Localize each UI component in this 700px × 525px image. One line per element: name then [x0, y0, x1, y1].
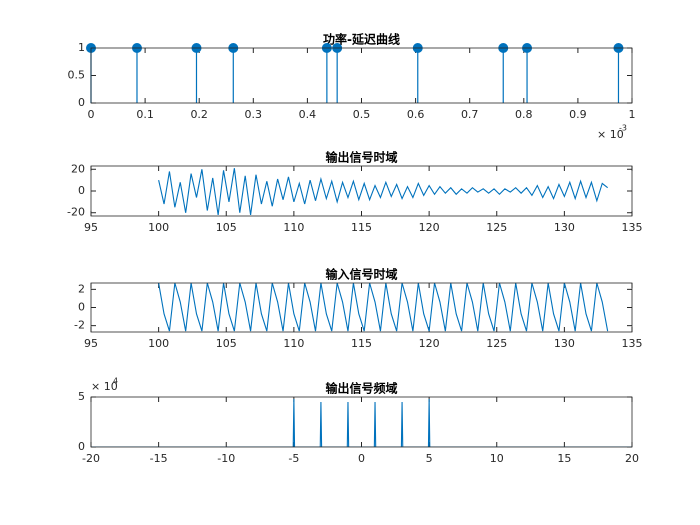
- x-tick-label: 1: [629, 108, 636, 121]
- axes-box: [90, 47, 633, 104]
- axes-box: [90, 165, 633, 217]
- x-tick-label: 0.6: [407, 108, 425, 121]
- x-tick-label: -10: [217, 452, 235, 465]
- x-tick-label: 0.2: [190, 108, 208, 121]
- x-tick-label: 135: [622, 337, 643, 350]
- x-tick-label: 20: [625, 452, 639, 465]
- y-tick-label: 0: [78, 440, 85, 453]
- x-tick-label: 105: [216, 337, 237, 350]
- x-tick-label: 105: [216, 221, 237, 234]
- x-tick-label: 0.4: [299, 108, 317, 121]
- signal-line: [158, 282, 609, 332]
- x-tick-label: -5: [288, 452, 299, 465]
- axes-box: [90, 282, 633, 333]
- x-tick-label: 130: [554, 221, 575, 234]
- x-tick-label: 10: [490, 452, 504, 465]
- chart-title: 功率-延迟曲线: [323, 32, 400, 47]
- x-tick-label: 0.3: [245, 108, 263, 121]
- plot-area: [158, 282, 609, 332]
- chart-title: 输入信号时域: [325, 267, 397, 282]
- x-tick-label: -15: [150, 452, 168, 465]
- y-tick-label: 2: [78, 282, 85, 295]
- axes-box: [90, 396, 633, 448]
- y-tick-label: 5: [78, 390, 85, 403]
- signal-line: [158, 168, 608, 215]
- x-multiplier-exponent: -3: [619, 124, 627, 133]
- x-tick-label: 130: [554, 337, 575, 350]
- x-tick-label: 100: [148, 337, 169, 350]
- y-tick-label: 0: [78, 301, 85, 314]
- y-tick-label: 1: [78, 41, 85, 54]
- x-tick-label: 95: [84, 221, 98, 234]
- x-tick-label: 120: [419, 221, 440, 234]
- y-tick-label: 0: [78, 96, 85, 109]
- plot-area: [158, 168, 608, 215]
- chart-title: 输出信号频域: [325, 381, 397, 396]
- x-tick-label: 0.5: [353, 108, 371, 121]
- x-tick-label: 95: [84, 337, 98, 350]
- x-tick-label: 0: [358, 452, 365, 465]
- x-tick-label: 125: [486, 221, 507, 234]
- x-tick-label: 110: [283, 337, 304, 350]
- x-tick-label: 115: [351, 337, 372, 350]
- x-tick-label: 0.8: [515, 108, 533, 121]
- y-tick-label: 0.5: [68, 69, 86, 82]
- y-multiplier: × 10: [91, 380, 118, 393]
- x-multiplier: × 10: [597, 128, 624, 141]
- x-tick-label: 125: [486, 337, 507, 350]
- x-tick-label: 0.1: [136, 108, 154, 121]
- y-tick-label: -20: [67, 206, 85, 219]
- x-tick-label: 15: [557, 452, 571, 465]
- y-multiplier-exponent: 4: [113, 377, 118, 386]
- x-tick-label: 120: [419, 337, 440, 350]
- y-tick-label: 0: [78, 184, 85, 197]
- chart-title: 输出信号时域: [325, 150, 397, 165]
- axes-background: [91, 48, 632, 103]
- x-tick-label: 135: [622, 221, 643, 234]
- x-tick-label: 100: [148, 221, 169, 234]
- axes-background: [91, 397, 632, 447]
- x-tick-label: 0: [88, 108, 95, 121]
- x-tick-label: 0.9: [569, 108, 587, 121]
- x-tick-label: -20: [82, 452, 100, 465]
- y-tick-label: -2: [74, 319, 85, 332]
- x-tick-label: 0.7: [461, 108, 479, 121]
- x-tick-label: 5: [426, 452, 433, 465]
- x-tick-label: 115: [351, 221, 372, 234]
- x-tick-label: 110: [283, 221, 304, 234]
- y-tick-label: 20: [71, 162, 85, 175]
